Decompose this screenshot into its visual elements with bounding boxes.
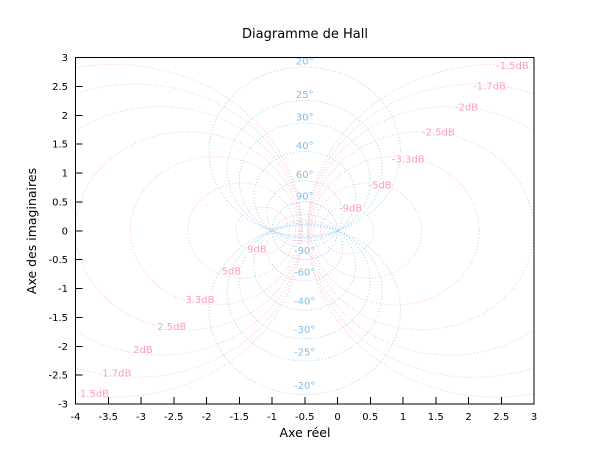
y-tick-label: -0.5 [48, 255, 68, 266]
y-tick-label: -2 [58, 342, 68, 353]
y-tick-label: 2 [62, 111, 68, 122]
angle-circle-label: -25° [294, 347, 315, 358]
x-tick-label: 2.5 [493, 412, 509, 423]
angle-circle-label: -30° [294, 325, 315, 336]
phase-circle [238, 222, 371, 340]
db-circle-label: -3.3dB [392, 155, 425, 166]
magnitude-circle [75, 83, 303, 378]
phase-circle [253, 150, 357, 242]
x-tick-label: -2 [202, 412, 212, 423]
phase-circle [208, 66, 402, 237]
chart-title: Diagramme de Hall [242, 27, 368, 42]
magnitude-circle [307, 63, 534, 398]
magnitude-circle [187, 182, 297, 279]
db-circle-label: -1.5dB [496, 61, 529, 72]
x-tick-label: 1 [400, 412, 406, 423]
y-tick-label: 0.5 [52, 197, 68, 208]
y-tick-label: -1.5 [48, 313, 68, 324]
magnitude-circle [308, 105, 534, 356]
angle-circle-label: 30° [296, 112, 314, 123]
y-tick-label: 1 [62, 169, 68, 180]
db-circle-label: 2dB [133, 345, 153, 356]
y-tick-label: 3 [62, 53, 68, 64]
y-tick-label: 2.5 [52, 82, 68, 93]
db-circle-label: -2.5dB [422, 127, 455, 138]
angle-circle-label: -40° [294, 297, 315, 308]
phase-circle [208, 225, 402, 396]
angle-circle-label: -90° [294, 246, 315, 257]
angle-circle-label: 90° [296, 191, 314, 202]
db-circle-label: -9dB [339, 204, 362, 215]
angle-circle-label: -60° [294, 267, 315, 278]
magnitude-circle [75, 63, 303, 398]
phase-circle [266, 180, 344, 248]
x-tick-label: 3 [531, 412, 537, 423]
x-tick-label: -3.5 [98, 412, 118, 423]
angle-circle-label: 20° [296, 56, 314, 67]
angle-circle-label: 40° [296, 141, 314, 152]
magnitude-circle [313, 182, 423, 279]
db-circle-label: 1.5dB [80, 389, 109, 400]
x-tick-label: -0.5 [295, 412, 315, 423]
y-tick-label: 0 [62, 226, 68, 237]
db-circle-label: 1.7dB [102, 368, 131, 379]
x-tick-label: 0 [334, 412, 340, 423]
magnitude-circle [75, 131, 301, 331]
x-tick-label: 2 [465, 412, 471, 423]
db-circle-label: -5dB [368, 181, 391, 192]
db-circle-label: -2dB [455, 103, 478, 114]
angle-circle-label: -20° [294, 381, 315, 392]
phase-circle [226, 223, 383, 362]
phase-circle [253, 219, 357, 311]
angle-circle-label: 60° [296, 170, 314, 181]
x-tick-label: -3 [136, 412, 146, 423]
y-tick-label: -3 [58, 400, 68, 411]
x-tick-label: 0.5 [362, 412, 378, 423]
phase-circle [266, 213, 344, 282]
x-tick-label: -2.5 [164, 412, 184, 423]
magnitude-circle [310, 156, 480, 306]
db-circle-label: 3.3dB [185, 295, 214, 306]
phase-circle [226, 100, 383, 238]
db-circle-label: 2.5dB [157, 322, 186, 333]
y-axis-label: Axe des imaginaires [24, 167, 39, 295]
x-axis-label: Axe réel [279, 425, 331, 440]
x-tick-label: -4 [71, 412, 81, 423]
db-circle-label: 9dB [247, 245, 267, 256]
x-tick-label: 1.5 [428, 412, 444, 423]
x-tick-label: -1.5 [229, 412, 249, 423]
magnitude-circle [319, 206, 375, 255]
magnitude-circle [235, 206, 290, 255]
magnitude-circle [129, 156, 300, 306]
y-tick-label: 1.5 [52, 140, 68, 151]
phase-circle [238, 122, 371, 239]
y-tick-label: -2.5 [48, 371, 68, 382]
magnitude-circle [307, 83, 534, 378]
angle-circle-label: 25° [296, 90, 314, 101]
x-tick-label: -1 [267, 412, 277, 423]
magnitude-circle [75, 105, 302, 356]
y-tick-label: -1 [58, 284, 68, 295]
db-circle-label: -1.7dB [473, 81, 506, 92]
db-circle-label: 5dB [222, 267, 242, 278]
